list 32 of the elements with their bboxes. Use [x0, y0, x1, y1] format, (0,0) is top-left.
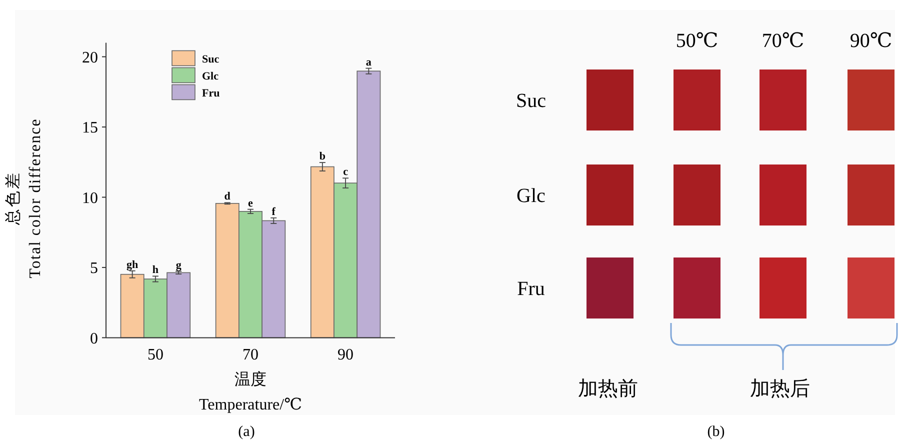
y-tick-label: 5 — [90, 260, 98, 278]
x-tick-label: 90 — [338, 346, 354, 364]
legend-label: Glc — [202, 70, 219, 83]
y-tick-label: 10 — [82, 190, 98, 207]
data-label: gh — [126, 258, 138, 271]
text: (b) — [707, 424, 725, 440]
text: 90℃ — [850, 30, 892, 52]
y-tick-label: 0 — [90, 330, 98, 348]
data-label: a — [366, 56, 372, 68]
legend-label: Suc — [202, 54, 220, 66]
x-tick-label: 70 — [242, 346, 258, 364]
y-axis-title: 总色差 Total color difference — [4, 118, 44, 278]
y-tick-label: 20 — [82, 49, 98, 66]
data-label: c — [343, 166, 348, 178]
text: Suc — [516, 90, 546, 112]
text: 50℃ — [676, 30, 718, 52]
text: 70℃ — [762, 30, 804, 52]
data-label: g — [176, 259, 182, 272]
text: 加热前 — [578, 378, 638, 400]
x-tick-label: 50 — [147, 346, 164, 364]
y-tick-label: 15 — [82, 120, 98, 137]
legend-label: Fru — [202, 88, 220, 100]
text: Glc — [516, 185, 546, 207]
data-label: d — [224, 190, 230, 203]
text: Fru — [517, 278, 545, 300]
text: (a) — [238, 424, 255, 440]
data-label: h — [152, 264, 159, 276]
data-label: e — [248, 197, 254, 210]
data-label: b — [319, 150, 326, 163]
data-label: f — [272, 206, 276, 218]
x-axis-title: 温度 Temperature/℃ — [199, 370, 302, 414]
text: 加热后 — [750, 378, 810, 400]
